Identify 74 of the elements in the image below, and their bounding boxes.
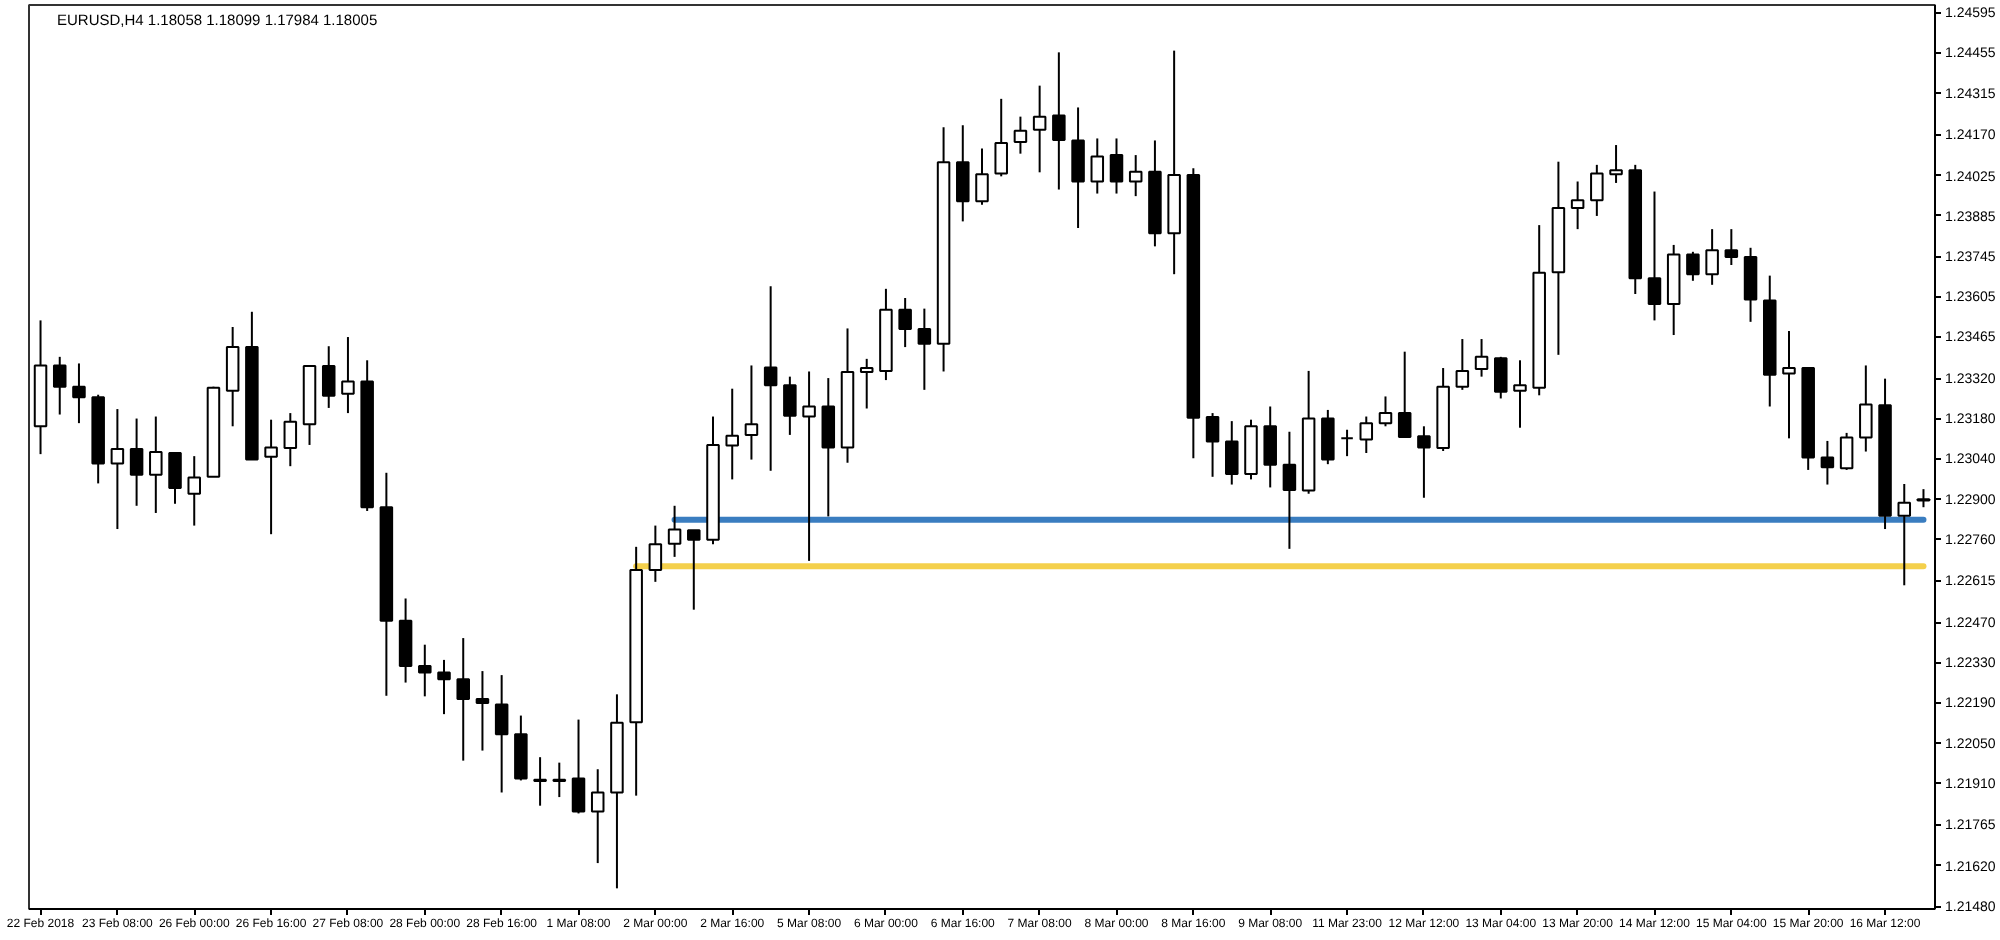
candlestick xyxy=(802,370,816,562)
candlestick xyxy=(821,377,836,518)
candlestick xyxy=(1609,144,1623,184)
candlestick xyxy=(1071,106,1085,229)
candlestick xyxy=(552,761,567,799)
candlestick xyxy=(1359,415,1374,454)
candlestick xyxy=(341,336,355,415)
candlestick xyxy=(456,637,470,762)
candlestick xyxy=(475,670,490,752)
candlestick xyxy=(1686,250,1700,282)
candlestick xyxy=(763,285,778,472)
candlestick xyxy=(1590,163,1604,217)
candlestick xyxy=(264,418,278,536)
candlestick xyxy=(1282,430,1297,550)
candlestick xyxy=(1474,338,1489,378)
candlestick xyxy=(1647,190,1662,322)
candlestick xyxy=(648,524,663,583)
candlestick xyxy=(1859,364,1873,453)
candlestick xyxy=(1109,137,1124,195)
candlestick xyxy=(590,768,605,865)
candlestick xyxy=(1205,412,1220,478)
candlestick xyxy=(1705,228,1719,286)
candlestick xyxy=(1782,330,1796,440)
candlestick xyxy=(398,597,413,684)
candlestick xyxy=(1128,154,1143,198)
candlestick xyxy=(783,375,797,436)
candlestick xyxy=(52,355,67,416)
candlestick xyxy=(1570,180,1585,231)
candlestick xyxy=(225,326,240,428)
candlestick xyxy=(1397,350,1412,438)
candlestick xyxy=(1743,246,1758,323)
candlestick xyxy=(859,357,874,410)
candlestick xyxy=(1378,395,1393,428)
candlestick xyxy=(1263,405,1277,489)
candlestick xyxy=(1321,408,1335,466)
candlestick xyxy=(1225,420,1239,486)
candlestick xyxy=(437,658,451,716)
candlestick xyxy=(1340,428,1354,458)
candlestick xyxy=(533,756,547,807)
candlestick xyxy=(129,417,144,507)
candlestick xyxy=(514,714,528,782)
candlestick xyxy=(418,643,432,698)
candlestick xyxy=(1897,482,1912,587)
candlestick xyxy=(1916,488,1931,509)
candlestick xyxy=(1494,355,1508,400)
candlestick xyxy=(667,504,682,558)
candlestick xyxy=(1052,51,1066,191)
candlestick xyxy=(72,362,86,425)
candlestick xyxy=(321,345,336,409)
candlestick xyxy=(1455,338,1470,391)
candlestick xyxy=(283,412,298,468)
candlestick xyxy=(1090,137,1105,195)
candlestick xyxy=(994,97,1008,178)
candlestick xyxy=(187,455,201,527)
candlestick xyxy=(1013,115,1028,155)
candlestick xyxy=(1513,359,1527,429)
candlestick xyxy=(917,307,932,391)
candlestick xyxy=(1417,425,1431,499)
candlestick xyxy=(898,297,912,349)
candlestick xyxy=(1820,439,1835,486)
candlestick xyxy=(168,451,182,505)
candlestick xyxy=(725,387,739,481)
candlestick xyxy=(149,415,163,514)
candlestick xyxy=(1724,228,1739,267)
candlestick xyxy=(687,529,701,611)
candlestick xyxy=(1244,418,1258,481)
candlestick xyxy=(1032,84,1047,174)
candlestick xyxy=(956,124,970,223)
candlestick xyxy=(1839,431,1854,471)
candlestick xyxy=(110,408,125,531)
candlestick xyxy=(571,718,586,815)
candlestick xyxy=(494,674,509,794)
candlestick xyxy=(744,364,759,461)
candlestick xyxy=(975,147,989,206)
